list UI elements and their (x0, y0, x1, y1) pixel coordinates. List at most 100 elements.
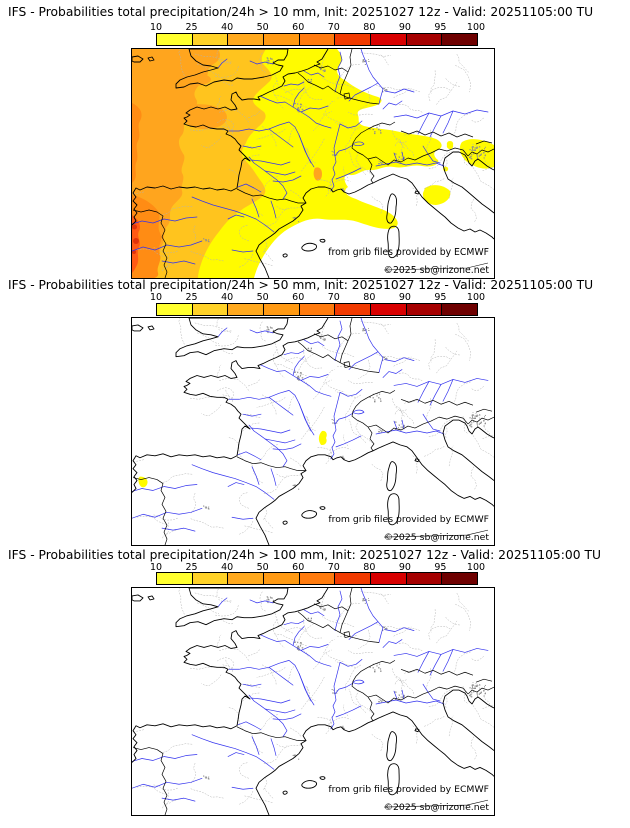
panel-title-100mm: IFS - Probabilities total precipitation/… (8, 548, 601, 562)
admin-boundary (290, 457, 301, 468)
admin-boundary (216, 318, 220, 327)
urban-area-dot (332, 692, 334, 694)
urban-area-dot (374, 670, 376, 673)
admin-boundary (222, 664, 233, 672)
colorbar-tick-label: 100 (466, 292, 486, 303)
urban-area-dot (342, 188, 344, 189)
weather-map: from grib files provided by ECMWF ©2025 … (132, 49, 494, 278)
admin-boundary (348, 150, 366, 176)
urban-area-dot (469, 157, 471, 159)
urban-area-dot (473, 149, 475, 151)
urban-area-dot (374, 399, 376, 401)
colorbar-segment (192, 573, 229, 584)
urban-area-dot (342, 455, 344, 457)
admin-boundary (482, 435, 494, 439)
admin-boundary (470, 198, 477, 223)
admin-boundary (247, 110, 260, 118)
urban-area-dot (380, 429, 382, 431)
admin-boundary (380, 593, 389, 605)
urban-area-dot (320, 607, 322, 609)
admin-boundary (225, 659, 231, 671)
urban-area-dot (476, 692, 478, 695)
colorbar-segment (406, 573, 443, 584)
urban-area-dot (336, 422, 338, 424)
admin-boundary (301, 148, 310, 172)
admin-boundary (344, 394, 362, 421)
urban-area-dot (308, 81, 310, 83)
colorbar-tick-label: 60 (292, 292, 305, 303)
urban-area-dot (341, 456, 344, 459)
weather-map: from grib files provided by ECMWF ©2025 … (132, 318, 494, 545)
admin-boundary (217, 657, 234, 669)
urban-areas-layer (203, 57, 486, 243)
urban-area-dot (292, 484, 294, 486)
coastline-layer (132, 588, 494, 815)
urban-area-dot (368, 329, 370, 331)
urban-area-dot (308, 350, 310, 352)
colorbar-tick-label: 100 (466, 22, 486, 33)
admin-boundary (153, 784, 178, 791)
urban-area-dot (476, 147, 478, 149)
admin-boundary (423, 178, 445, 189)
urban-area-dot (476, 685, 478, 688)
admin-boundary (403, 670, 418, 675)
colorbar-tick-label: 95 (434, 292, 447, 303)
urban-area-dot (401, 696, 403, 698)
urban-area-dot (401, 158, 403, 160)
admin-boundary (392, 358, 421, 367)
urban-area-dot (343, 728, 345, 730)
urban-area-dot (297, 108, 299, 110)
admin-boundary (227, 706, 244, 730)
urban-area-dot (484, 154, 486, 157)
admin-boundary (348, 689, 366, 713)
admin-boundary (436, 82, 458, 105)
admin-boundary (334, 121, 356, 130)
urban-area-dot (470, 157, 472, 159)
urban-area-dot (369, 128, 371, 130)
weather-map: from grib files provided by ECMWF ©2025 … (132, 588, 494, 815)
urban-area-dot (386, 89, 388, 91)
admin-boundaries-layer (132, 588, 494, 809)
colorbar-tick-label: 40 (221, 562, 234, 573)
urban-area-dot (398, 160, 400, 162)
urban-area-dot (470, 694, 473, 696)
urban-area-dot (395, 153, 397, 155)
admin-boundary (259, 444, 279, 462)
admin-boundary (428, 689, 458, 707)
admin-boundary (218, 60, 233, 63)
urban-area-dot (323, 609, 326, 611)
admin-boundary (371, 196, 384, 215)
admin-boundary (225, 121, 231, 132)
urban-area-dot (470, 425, 472, 427)
admin-boundary (411, 186, 418, 206)
urban-area-dot (376, 665, 378, 667)
admin-boundary (360, 321, 391, 326)
urban-area-dot (207, 240, 209, 242)
admin-boundary (216, 588, 220, 597)
urban-area-dot (484, 422, 486, 425)
admin-boundary (394, 141, 407, 147)
admin-boundary (303, 349, 323, 369)
admin-boundary (247, 379, 260, 387)
urban-area-dot (331, 419, 333, 421)
urban-area-dot (300, 372, 302, 374)
urban-area-dot (362, 61, 364, 63)
urban-area-dot (294, 216, 296, 219)
admin-boundary (222, 126, 233, 134)
urban-area-dot (469, 693, 471, 695)
colorbar-tick-label: 70 (327, 562, 340, 573)
urban-area-dot (480, 153, 482, 155)
admin-boundary (189, 250, 224, 262)
urban-area-dot (208, 239, 210, 240)
urban-area-dot (374, 132, 376, 135)
admin-boundary (303, 619, 323, 639)
admin-boundary (215, 66, 239, 78)
urban-area-dot (368, 598, 369, 599)
colorbar-segment (157, 304, 193, 315)
admin-boundary (263, 775, 268, 790)
urban-area-dot (362, 600, 364, 602)
colorbar-segment (371, 304, 407, 315)
urban-area-dot (469, 417, 471, 419)
urban-area-dot (474, 415, 476, 417)
admin-boundary (201, 136, 222, 148)
